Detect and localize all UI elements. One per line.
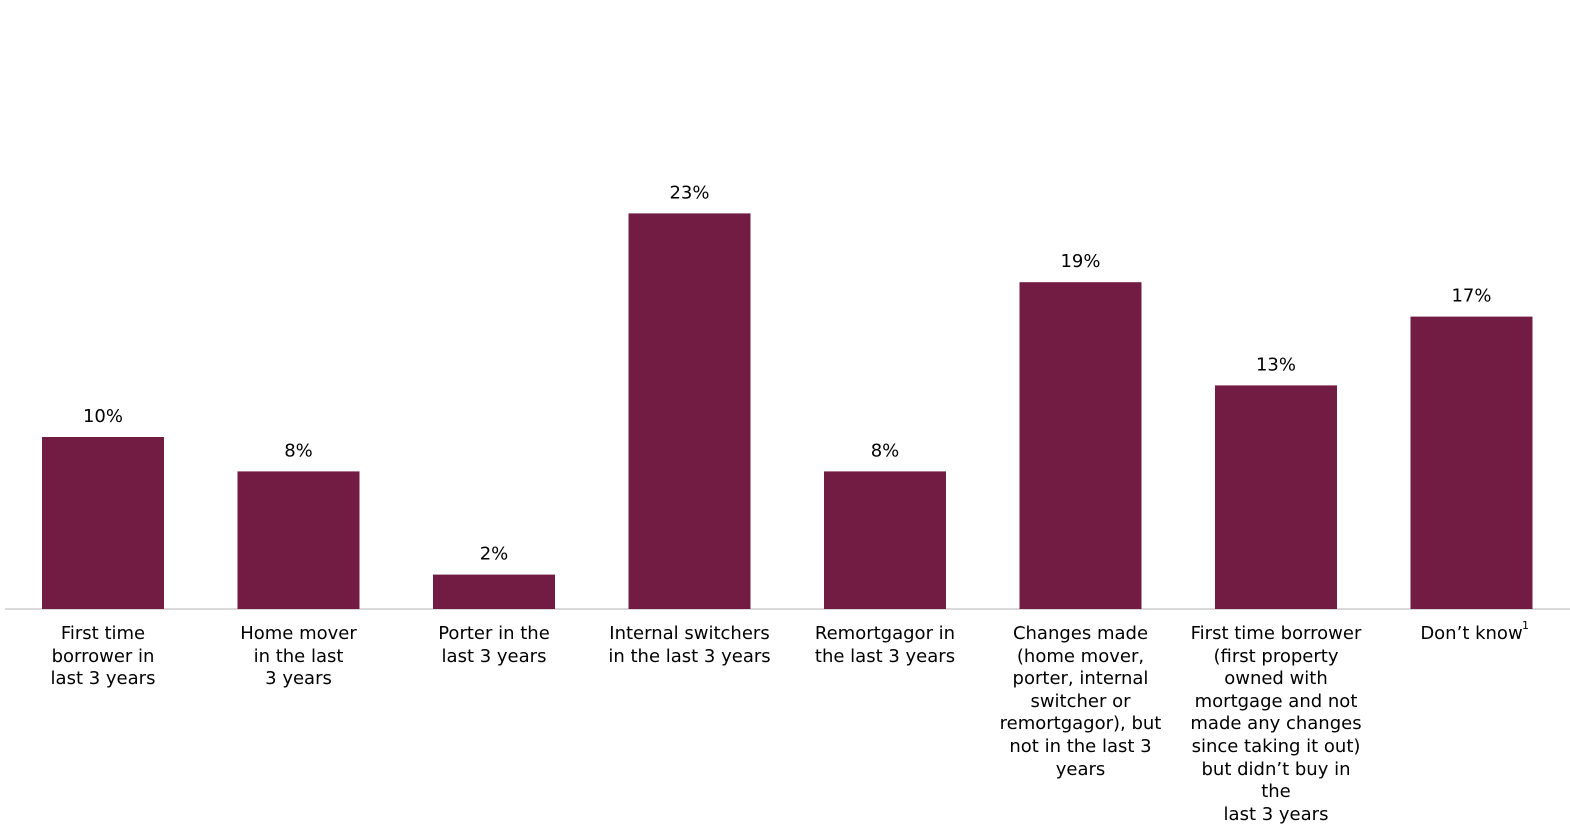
category-label: First time borrower in last 3 years <box>50 623 156 690</box>
data-label: 17% <box>1451 286 1491 307</box>
bar <box>1019 282 1142 609</box>
category-label: First time borrower (first property owne… <box>1190 623 1362 825</box>
data-label: 10% <box>83 406 123 427</box>
bar <box>628 213 751 609</box>
category-label: Don’t know <box>1420 623 1523 644</box>
data-label: 2% <box>480 544 509 565</box>
bar <box>237 471 360 609</box>
category-label: Home mover in the last 3 years <box>240 623 357 690</box>
category-label: Internal switchers in the last 3 years <box>608 623 771 667</box>
category-label: Porter in the last 3 years <box>438 623 550 667</box>
data-label: 8% <box>284 440 313 461</box>
data-label: 13% <box>1256 354 1296 375</box>
category-label: Remortgagor in the last 3 years <box>814 623 956 667</box>
bar <box>433 574 555 609</box>
data-label: 19% <box>1060 251 1100 272</box>
footnote-marker: 1 <box>1522 619 1529 632</box>
bar-chart: 10% 8% 2% 23% 8% 19% 13% 17% <box>5 182 1570 610</box>
data-label: 8% <box>871 440 900 461</box>
bar <box>1410 316 1533 609</box>
bar <box>824 471 946 609</box>
bar <box>42 437 164 609</box>
category-label: Changes made (home mover, porter, intern… <box>999 623 1162 780</box>
bar <box>1215 385 1337 609</box>
data-label: 23% <box>669 182 709 203</box>
